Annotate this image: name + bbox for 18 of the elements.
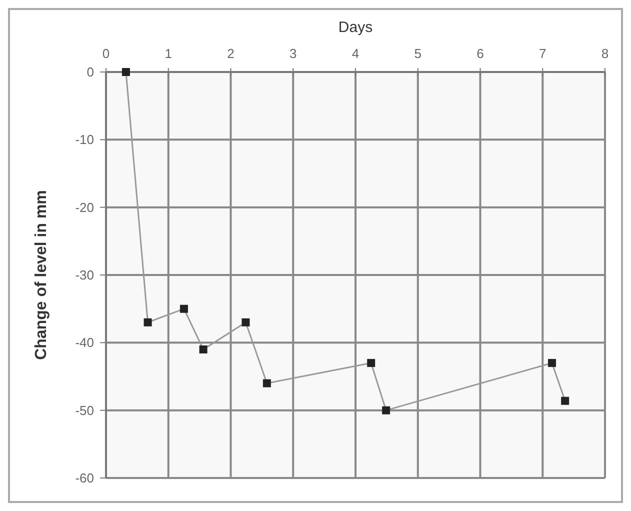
x-tick-label: 7 xyxy=(539,46,546,61)
x-tick-label: 2 xyxy=(227,46,234,61)
x-tick-label: 4 xyxy=(352,46,360,61)
x-tick-label: 8 xyxy=(601,46,609,61)
x-tick-label: 1 xyxy=(164,46,172,61)
y-tick-label: 0 xyxy=(86,64,94,80)
x-axis-title: Days xyxy=(338,19,373,36)
y-tick-label: -20 xyxy=(75,200,94,215)
x-tick-label: 6 xyxy=(476,46,484,61)
x-tick-label: 3 xyxy=(290,46,297,61)
y-tick-label: -60 xyxy=(75,470,94,486)
y-tick-label: -40 xyxy=(75,335,94,350)
y-tick-label: -10 xyxy=(75,132,94,148)
y-axis-title: Change of level in mm xyxy=(33,190,50,360)
x-tick-label: 0 xyxy=(102,46,110,61)
y-tick-label: -30 xyxy=(75,268,94,283)
y-tick-label: -50 xyxy=(75,402,94,418)
x-tick-label: 5 xyxy=(414,46,422,61)
